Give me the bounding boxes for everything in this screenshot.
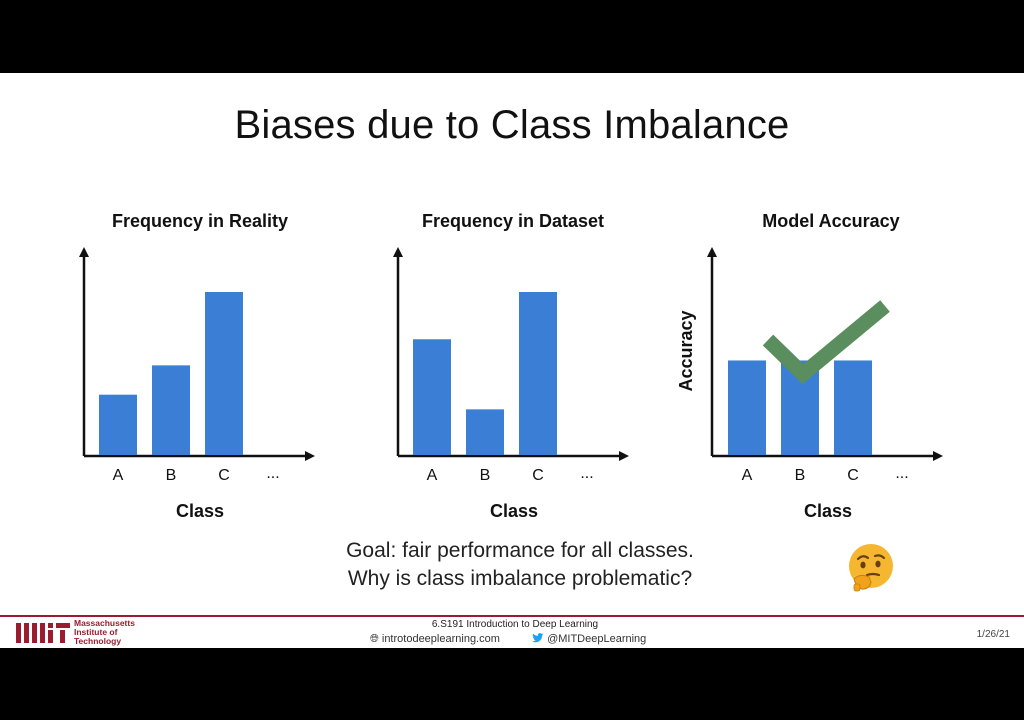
tick-label-b: B bbox=[480, 467, 491, 484]
course-name: 6.S191 Introduction to Deep Learning bbox=[431, 619, 599, 630]
question-text: Why is class imbalance problematic? bbox=[347, 567, 693, 590]
check-mark-icon bbox=[762, 300, 890, 385]
x-axis-arrow bbox=[305, 451, 315, 461]
slide: Biases due to Class Imbalance Frequency … bbox=[0, 73, 1024, 648]
chart-title-accuracy: Model Accuracy bbox=[762, 211, 900, 231]
institution-line-2: Institute of bbox=[74, 627, 118, 637]
twitter-bird-icon bbox=[532, 633, 544, 643]
website-link[interactable]: 🌐︎ introtodeeplearning.com bbox=[370, 633, 500, 646]
institution-line-3: Technology bbox=[74, 636, 122, 646]
chart-1: A B C ... Class bbox=[79, 247, 315, 521]
chart-title-dataset: Frequency in Dataset bbox=[421, 211, 605, 231]
tick-label-b: B bbox=[795, 467, 806, 484]
bar-c bbox=[205, 292, 243, 455]
tick-label-a: A bbox=[113, 467, 124, 484]
bar-b bbox=[466, 409, 504, 455]
chart-title-reality: Frequency in Reality bbox=[111, 211, 289, 231]
website-label: introtodeeplearning.com bbox=[381, 633, 500, 645]
x-axis-arrow bbox=[933, 451, 943, 461]
tick-label-ellipsis: ... bbox=[266, 465, 279, 482]
tick-label-b: B bbox=[166, 467, 177, 484]
thinking-face-icon bbox=[849, 544, 893, 592]
x-axis-arrow bbox=[619, 451, 629, 461]
bar-b bbox=[152, 365, 190, 455]
x-axis-label: Class bbox=[490, 501, 538, 521]
tick-label-a: A bbox=[427, 467, 438, 484]
tick-label-c: C bbox=[218, 467, 230, 484]
bar-a bbox=[99, 394, 137, 455]
mit-logo bbox=[16, 623, 70, 643]
institution-name: Massachusetts Institute of Technology bbox=[74, 619, 135, 646]
y-axis-label: Accuracy bbox=[676, 310, 696, 391]
footer: Massachusetts Institute of Technology 6.… bbox=[0, 617, 1024, 648]
tick-label-ellipsis: ... bbox=[895, 465, 908, 482]
tick-label-c: C bbox=[532, 467, 544, 484]
slide-title: Biases due to Class Imbalance bbox=[234, 103, 790, 147]
tick-label-c: C bbox=[847, 467, 859, 484]
footer-divider bbox=[0, 615, 1024, 617]
x-axis-label: Class bbox=[176, 501, 224, 521]
chart-2: A B C ... Class bbox=[393, 247, 629, 521]
bar-a bbox=[413, 339, 451, 455]
goal-text: Goal: fair performance for all classes. bbox=[346, 539, 694, 562]
institution-line-1: Massachusetts bbox=[74, 618, 135, 628]
slide-date: 1/26/21 bbox=[976, 629, 1010, 640]
y-axis-arrow bbox=[79, 247, 89, 257]
bar-c bbox=[834, 360, 872, 455]
tick-label-a: A bbox=[742, 467, 753, 484]
bar-c bbox=[519, 292, 557, 455]
chart-3: A B C ... Class Accuracy bbox=[676, 247, 943, 521]
x-axis-label: Class bbox=[804, 501, 852, 521]
y-axis-arrow bbox=[393, 247, 403, 257]
globe-icon: 🌐︎ bbox=[370, 633, 379, 645]
twitter-link[interactable]: @MITDeepLearning bbox=[532, 633, 646, 645]
tick-label-ellipsis: ... bbox=[580, 465, 593, 482]
charts-area: A B C ... Class A B C ... Class A B C ... Class Accurac… bbox=[79, 247, 943, 521]
y-axis-arrow bbox=[707, 247, 717, 257]
bar-a bbox=[728, 360, 766, 455]
twitter-label: @MITDeepLearning bbox=[547, 633, 647, 645]
